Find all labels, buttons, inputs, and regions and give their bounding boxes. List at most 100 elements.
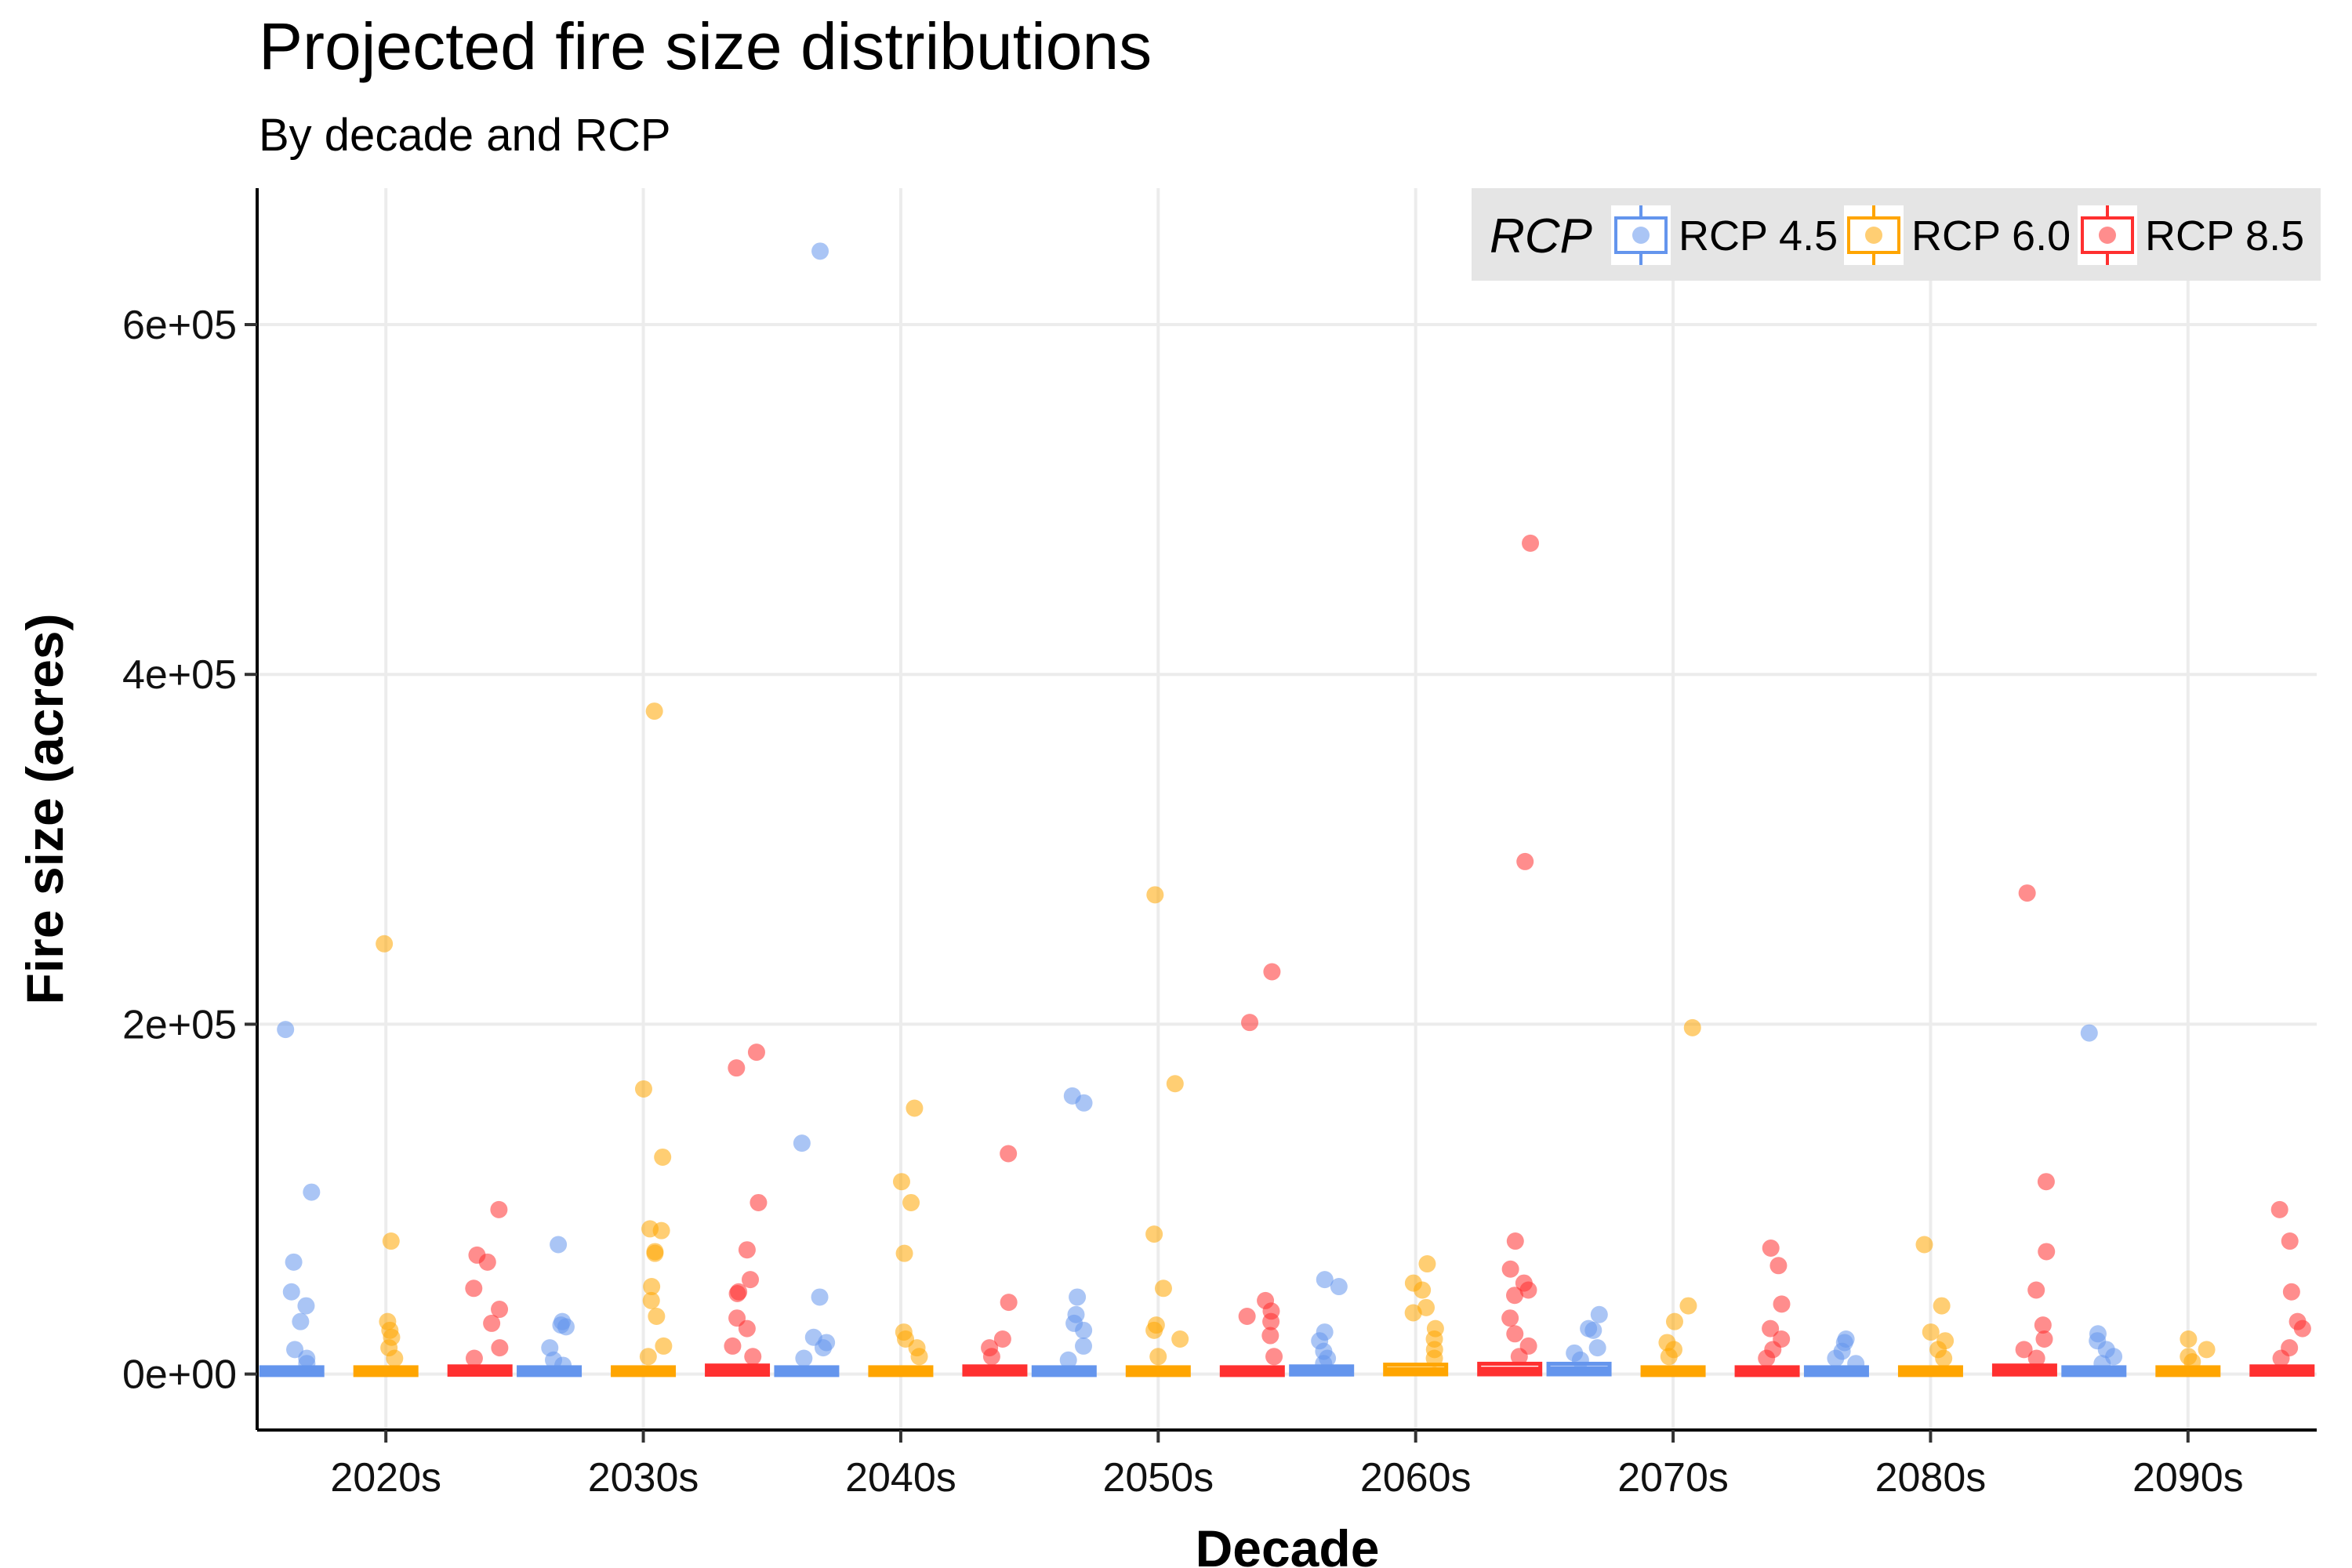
point-2-3-7 (1265, 1348, 1283, 1366)
y-tick-label-0: 0e+00 (122, 1352, 237, 1398)
point-0-4-6 (1315, 1355, 1333, 1373)
x-tick-label-1: 2030s (588, 1455, 699, 1501)
x-tick-label-5: 2070s (1617, 1455, 1729, 1501)
point-1-0-0 (376, 935, 394, 953)
point-2-0-4 (491, 1301, 509, 1319)
point-0-2-5 (815, 1339, 833, 1357)
point-2-6-7 (2027, 1349, 2045, 1367)
point-0-3-6 (1075, 1337, 1093, 1355)
point-1-1-2 (654, 1148, 672, 1166)
point-2-0-0 (490, 1200, 508, 1218)
x-tick-label-6: 2080s (1875, 1455, 1987, 1501)
point-1-3-5 (1145, 1321, 1163, 1339)
point-1-0-6 (386, 1349, 404, 1367)
point-2-6-0 (2018, 884, 2036, 902)
point-1-0-1 (382, 1232, 400, 1250)
y-axis-label: Fire size (acres) (16, 614, 74, 1005)
point-1-2-1 (892, 1173, 910, 1191)
point-0-3-5 (1075, 1321, 1093, 1339)
point-1-7-0 (2180, 1330, 2198, 1348)
point-1-2-7 (910, 1348, 928, 1366)
point-1-6-5 (1935, 1349, 1953, 1367)
point-0-1-6 (554, 1356, 572, 1374)
point-2-7-0 (2270, 1200, 2288, 1218)
legend-label-0: RCP 4.5 (1679, 212, 1838, 260)
point-0-7-5 (2093, 1355, 2111, 1373)
point-2-2-4 (982, 1348, 1000, 1366)
legend-key-point-2 (2099, 227, 2116, 244)
point-1-2-2 (902, 1193, 920, 1211)
point-1-1-6 (646, 1244, 664, 1262)
point-2-0-7 (465, 1349, 483, 1367)
point-0-0-4 (297, 1297, 315, 1315)
point-2-6-1 (2037, 1173, 2055, 1191)
point-2-5-2 (1773, 1295, 1791, 1313)
point-0-2-2 (811, 1288, 829, 1306)
point-2-3-4 (1238, 1307, 1256, 1325)
point-2-7-6 (2272, 1349, 2290, 1367)
point-1-1-9 (648, 1307, 666, 1325)
point-2-3-5 (1262, 1312, 1280, 1330)
legend-label-2: RCP 8.5 (2145, 212, 2304, 260)
point-1-1-0 (645, 702, 663, 720)
point-2-6-6 (2015, 1341, 2033, 1359)
point-0-0-6 (286, 1341, 304, 1359)
grid (257, 188, 2317, 1430)
point-2-5-6 (1758, 1349, 1776, 1367)
x-tick-label-7: 2090s (2132, 1455, 2244, 1501)
point-0-2-0 (811, 242, 829, 260)
point-2-4-10 (1510, 1348, 1528, 1366)
point-0-6-3 (1827, 1349, 1845, 1367)
point-2-5-0 (1762, 1239, 1780, 1257)
point-0-4-1 (1330, 1278, 1348, 1296)
point-0-3-1 (1075, 1094, 1093, 1112)
point-2-5-3 (1762, 1319, 1780, 1338)
point-2-4-5 (1519, 1281, 1537, 1299)
point-2-4-3 (1501, 1260, 1519, 1278)
point-2-1-8 (738, 1319, 756, 1338)
point-1-5-5 (1660, 1348, 1678, 1366)
point-2-1-9 (724, 1337, 742, 1355)
point-1-5-1 (1679, 1297, 1697, 1315)
point-0-0-2 (285, 1253, 303, 1271)
point-1-4-0 (1418, 1255, 1436, 1273)
point-0-0-3 (282, 1283, 300, 1301)
point-2-4-2 (1506, 1232, 1524, 1250)
legend-key-point-0 (1632, 227, 1650, 244)
point-0-1-0 (550, 1236, 568, 1254)
point-2-2-2 (993, 1330, 1011, 1348)
point-2-6-4 (2034, 1316, 2052, 1334)
legend: RCP RCP 4.5 RCP 6.0 RCP 8.5 (1472, 188, 2321, 281)
point-0-5-5 (1571, 1351, 1589, 1369)
y-tick-label-2: 4e+05 (122, 652, 237, 698)
point-0-2-6 (795, 1349, 813, 1367)
point-2-1-4 (742, 1271, 760, 1289)
outlier-points (277, 242, 2311, 1374)
chart-title: Projected fire size distributions (259, 9, 1152, 83)
point-2-2-0 (1000, 1145, 1018, 1163)
point-2-4-1 (1516, 852, 1534, 870)
point-0-3-2 (1069, 1288, 1087, 1306)
point-2-1-1 (728, 1059, 746, 1077)
point-2-2-1 (1000, 1294, 1018, 1312)
point-2-0-2 (478, 1253, 496, 1271)
axes (256, 188, 2317, 1432)
point-1-1-1 (634, 1080, 652, 1098)
point-0-0-0 (277, 1021, 295, 1039)
point-1-7-3 (2183, 1352, 2201, 1370)
point-2-0-5 (483, 1314, 501, 1332)
point-1-1-10 (655, 1337, 673, 1355)
point-1-3-1 (1166, 1075, 1184, 1093)
point-0-7-0 (2080, 1024, 2098, 1042)
point-2-4-0 (1522, 534, 1540, 552)
point-2-7-1 (2281, 1232, 2299, 1250)
tick-labels: 0e+00 2e+05 4e+05 6e+05 2020s 2030s 2040s 2050s… (122, 303, 2244, 1501)
point-1-7-1 (2198, 1341, 2216, 1359)
point-1-2-0 (906, 1099, 924, 1117)
point-2-1-6 (728, 1284, 746, 1302)
point-1-4-4 (1404, 1304, 1422, 1322)
point-0-5-2 (1584, 1321, 1602, 1339)
point-1-1-8 (642, 1291, 660, 1309)
point-2-6-3 (2027, 1281, 2045, 1299)
legend-key-box-0 (1614, 216, 1668, 254)
